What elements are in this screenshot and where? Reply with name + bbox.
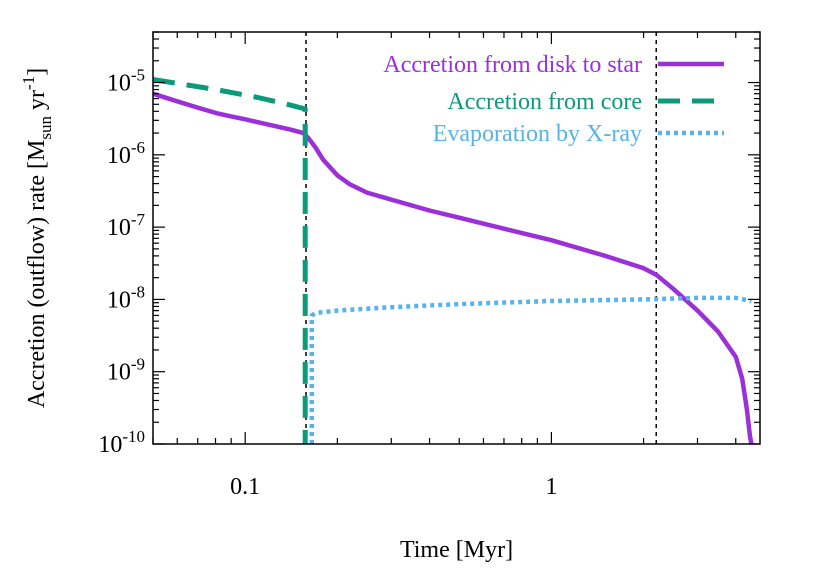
x-tick-label: 0.1 <box>230 474 260 500</box>
series-line-accretion-from-core <box>152 77 308 444</box>
legend-label-1: Accretion from disk to star <box>383 52 642 78</box>
y-tick-label: 10-7 <box>107 210 146 241</box>
y-tick-label: 10-6 <box>107 138 145 169</box>
series-line-evaporation-by-x-ray <box>309 295 752 444</box>
legend-label-3: Evaporation by X-ray <box>433 121 642 147</box>
x-tick-label: 1 <box>545 474 557 500</box>
x-axis-label: Time [Myr] <box>400 537 513 563</box>
y-tick-label: 10-10 <box>98 427 145 458</box>
y-axis-label: Accretion (outflow) rate [Msun yr-1] <box>19 68 55 408</box>
series-line-accretion-from-disk-to-star <box>152 91 754 445</box>
y-tick-label: 10-9 <box>107 355 145 386</box>
legend-label-2: Accretion from core <box>447 89 642 115</box>
y-tick-label: 10-5 <box>107 66 145 97</box>
y-tick-label: 10-8 <box>107 282 145 313</box>
